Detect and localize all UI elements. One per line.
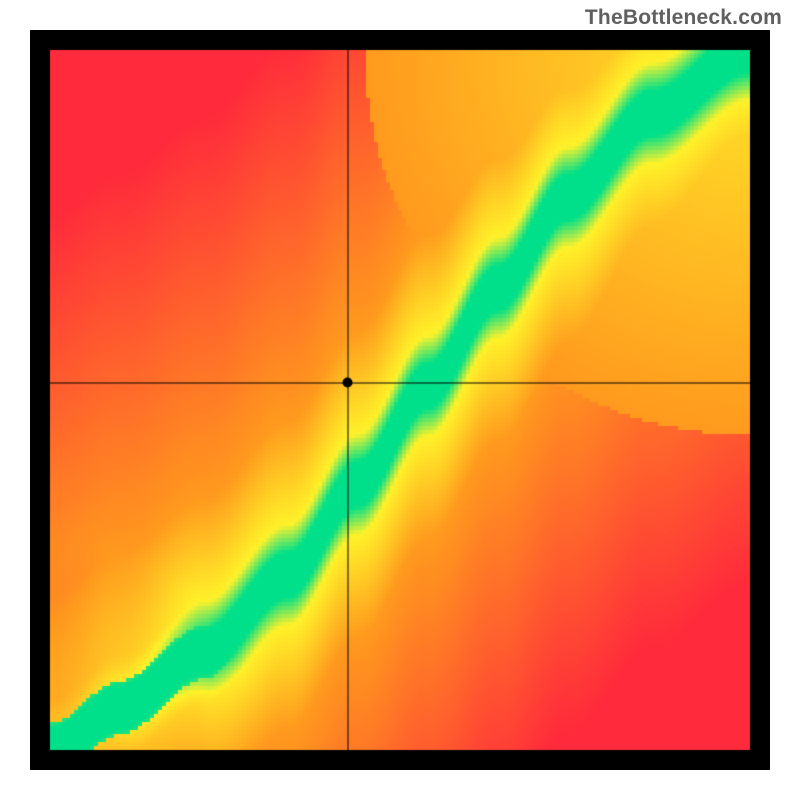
plot-frame [30, 30, 770, 770]
chart-container: TheBottleneck.com [0, 0, 800, 800]
attribution-text: TheBottleneck.com [585, 6, 782, 30]
heatmap-canvas [30, 30, 770, 770]
